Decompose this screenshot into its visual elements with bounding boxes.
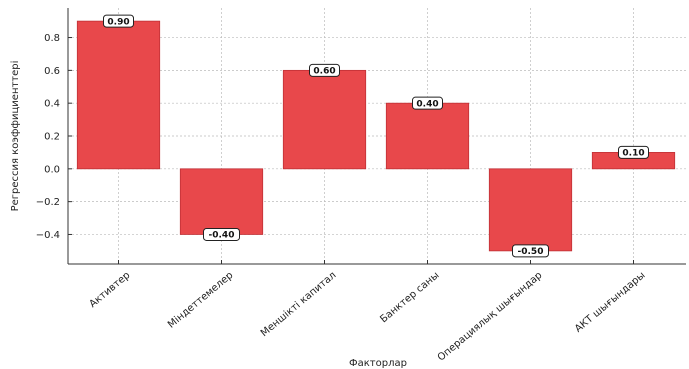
y-tick-label: −0.2 bbox=[36, 197, 60, 208]
y-ticks: −0.4 −0.2 0.0 0.2 0.4 0.6 0.8 bbox=[36, 33, 72, 241]
bar bbox=[179, 168, 264, 235]
data-label: 0.60 bbox=[309, 63, 340, 77]
bar bbox=[385, 102, 470, 170]
x-tick-label: Міндеттемелер bbox=[165, 269, 235, 331]
y-axis-title: Регрессия коэффициенттері bbox=[9, 61, 21, 212]
data-label-box bbox=[412, 96, 443, 110]
x-tick-label: Операциялық шығындар bbox=[436, 270, 545, 364]
data-label: -0.40 bbox=[203, 227, 240, 241]
x-tick-label: АКТ шығындары bbox=[573, 270, 647, 335]
x-ticks: Активтер Міндеттемелер Меншікті капитал Бан… bbox=[87, 260, 647, 364]
x-tick-label: Активтер bbox=[87, 270, 132, 310]
data-label-text: 0.90 bbox=[107, 17, 129, 27]
data-label-text: 0.10 bbox=[622, 149, 644, 159]
data-label: 0.90 bbox=[103, 14, 134, 28]
bars bbox=[76, 20, 676, 252]
data-label-box bbox=[512, 244, 549, 258]
grid-lines bbox=[68, 8, 686, 264]
x-axis-title: Факторлар bbox=[349, 358, 407, 369]
data-label-box bbox=[203, 227, 240, 241]
data-label-text: -0.40 bbox=[209, 231, 235, 241]
bar bbox=[488, 168, 573, 252]
y-tick-label: 0.4 bbox=[44, 99, 60, 110]
y-tick-label: 0.0 bbox=[44, 164, 60, 175]
y-tick-label: 0.6 bbox=[44, 66, 60, 77]
data-label-box bbox=[309, 63, 340, 77]
y-tick-label: 0.2 bbox=[44, 132, 60, 143]
data-label-box bbox=[618, 145, 649, 159]
data-label: 0.40 bbox=[412, 96, 443, 110]
data-label-text: 0.40 bbox=[416, 99, 438, 109]
data-label-text: 0.60 bbox=[313, 67, 335, 77]
bar bbox=[76, 20, 161, 170]
data-labels: 0.90 -0.40 0.60 0.40 -0.50 0.10 bbox=[103, 14, 649, 258]
y-tick-label: 0.8 bbox=[44, 33, 60, 44]
bar bbox=[282, 69, 367, 170]
data-label: -0.50 bbox=[512, 244, 549, 258]
y-tick-label: −0.4 bbox=[36, 230, 60, 241]
x-tick-label: Банктер саны bbox=[378, 270, 441, 325]
data-label-box bbox=[103, 14, 134, 28]
data-label: 0.10 bbox=[618, 145, 649, 159]
x-tick-label: Меншікті капитал bbox=[258, 269, 338, 339]
data-label-text: -0.50 bbox=[518, 247, 544, 257]
